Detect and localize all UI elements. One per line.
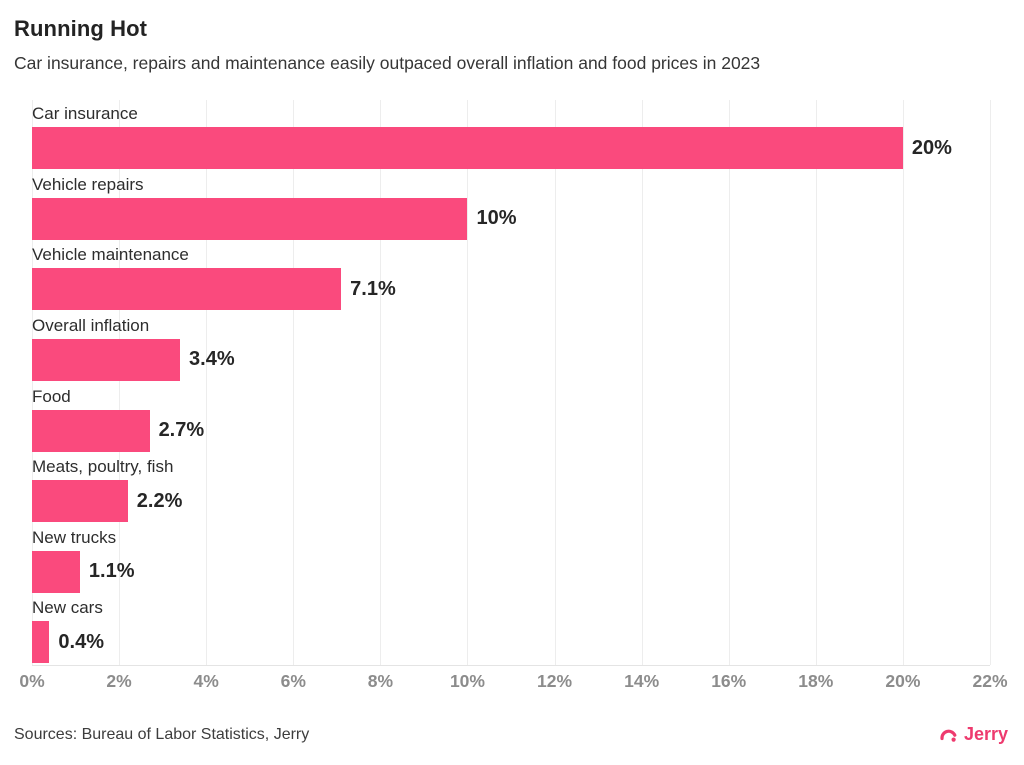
gridline <box>728 100 730 665</box>
x-axis-tick: 14% <box>624 671 660 691</box>
category-label: Food <box>32 386 71 406</box>
bar-rows: Car insurance 20% Vehicle repairs 10% Vehicl… <box>32 100 990 665</box>
gridline <box>815 100 817 665</box>
value-label: 20% <box>911 136 952 159</box>
gridline <box>641 100 643 665</box>
x-axis-tick: 0% <box>19 671 45 691</box>
bar-meats-poultry-fish <box>32 480 128 523</box>
gridline <box>380 100 382 665</box>
x-axis-tick: 12% <box>537 671 573 691</box>
page-title: Running Hot <box>14 16 148 41</box>
x-axis-tick: 4% <box>193 671 219 691</box>
gridline <box>902 100 904 665</box>
x-axis-tick: 16% <box>711 671 747 691</box>
category-label: Meats, poultry, fish <box>32 457 174 477</box>
sources-note: Sources: Bureau of Labor Statistics, Jer… <box>14 725 310 743</box>
chart-subtitle: Car insurance, repairs and maintenance e… <box>14 53 761 73</box>
x-axis-tick: 18% <box>798 671 834 691</box>
bar-row: Car insurance 20% <box>32 100 990 171</box>
bar-chart-plot-area: Car insurance 20% Vehicle repairs 10% Vehicl… <box>32 100 991 666</box>
x-axis-tick: 20% <box>885 671 921 691</box>
bar-row: Food 2.7% <box>32 383 990 454</box>
value-label: 2.2% <box>136 489 183 512</box>
chart-footer: Sources: Bureau of Labor Statistics, Jer… <box>14 724 1008 745</box>
chart-header: Running Hot Car insurance, repairs and m… <box>14 16 1010 74</box>
x-axis-tick: 10% <box>449 671 485 691</box>
category-label: New cars <box>32 598 103 618</box>
bar-vehicle-repairs <box>32 197 468 240</box>
gridline <box>467 100 469 665</box>
value-label: 1.1% <box>88 560 135 583</box>
value-label: 2.7% <box>158 419 205 441</box>
category-label: Vehicle repairs <box>32 174 144 194</box>
bar-row: New trucks 1.1% <box>32 524 990 595</box>
gridline <box>554 100 556 665</box>
category-label: New trucks <box>32 527 117 547</box>
bar-row: Vehicle repairs 10% <box>32 171 990 242</box>
x-axis-tick: 2% <box>106 671 132 691</box>
bar-row: Vehicle maintenance 7.1% <box>32 241 990 312</box>
bar-row: New cars 0.4% <box>32 594 990 665</box>
bar-new-trucks <box>32 550 80 593</box>
category-label: Overall inflation <box>32 315 150 335</box>
jerry-logo-icon <box>940 729 957 742</box>
x-axis-tick: 22% <box>972 671 1008 691</box>
bar-row: Overall inflation 3.4% <box>32 312 990 383</box>
jerry-logo-text: Jerry <box>963 724 1008 744</box>
x-axis: 0% 2% 4% 6% 8% 10% 12% 14% 16% 18% 20% 22% <box>19 671 1007 697</box>
x-axis-tick: 8% <box>367 671 394 691</box>
bar-overall-inflation <box>32 338 181 381</box>
bar-row: Meats, poultry, fish 2.2% <box>32 453 990 524</box>
gridline <box>206 100 208 665</box>
bar-car-insurance <box>32 127 903 169</box>
bar-new-cars <box>32 621 50 664</box>
gridline <box>119 100 121 665</box>
value-label: 3.4% <box>189 348 235 371</box>
jerry-logo: Jerry <box>939 724 1008 745</box>
value-label: 10% <box>476 207 517 230</box>
gridline <box>293 100 295 665</box>
category-label: Car insurance <box>32 104 138 123</box>
value-label: 0.4% <box>58 630 104 653</box>
bar-food <box>32 409 150 452</box>
gridline <box>32 100 33 665</box>
gridline <box>990 100 991 665</box>
category-label: Vehicle maintenance <box>32 245 189 265</box>
value-label: 7.1% <box>350 277 396 300</box>
bar-vehicle-maintenance <box>32 268 342 311</box>
x-axis-tick: 6% <box>280 671 306 691</box>
